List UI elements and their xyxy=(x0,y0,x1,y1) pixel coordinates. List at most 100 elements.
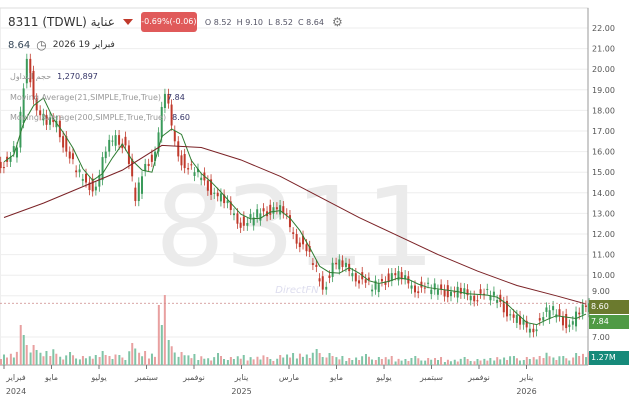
ma200-line xyxy=(3,144,587,305)
volume-bar xyxy=(163,295,166,365)
volume-bar xyxy=(59,356,62,365)
y-tick-label: 11.00 xyxy=(592,251,615,260)
y-tick-label: 13.00 xyxy=(592,209,615,218)
candle-body xyxy=(180,155,183,166)
volume-bar xyxy=(361,356,364,365)
volume-bar xyxy=(141,356,144,365)
volume-bar xyxy=(0,359,2,365)
volume-bar xyxy=(538,356,541,365)
volume-bar xyxy=(328,353,331,365)
ma1-axis-tag: 7.84 xyxy=(589,315,629,329)
candle-body xyxy=(0,161,2,169)
volume-bar xyxy=(272,361,275,365)
volume-bar xyxy=(424,360,427,365)
candle-body xyxy=(81,179,84,181)
volume-bar xyxy=(338,359,341,365)
volume-bar xyxy=(236,356,239,365)
volume-bar xyxy=(512,356,515,365)
header-row: 8311 (TDWL) عناية -0.69%(-0.06) O 8.52 H… xyxy=(8,12,343,32)
volume-bar xyxy=(476,359,479,365)
candle-body xyxy=(538,318,541,321)
volume-bar xyxy=(252,359,255,365)
volume-bar xyxy=(170,346,173,365)
volume-bar xyxy=(568,360,571,365)
candle-body xyxy=(565,313,568,329)
volume-bar xyxy=(311,352,314,365)
candle-body xyxy=(443,289,446,297)
candle-body xyxy=(417,291,420,294)
volume-bar xyxy=(3,354,5,365)
volume-bar xyxy=(69,352,72,365)
volume-bar xyxy=(91,358,94,365)
candle-body xyxy=(282,206,285,214)
candle-body xyxy=(252,217,255,226)
volume-bar xyxy=(173,352,176,365)
candle-body xyxy=(111,140,114,142)
ma1-legend: Moving Average(21,SIMPLE,True,True) 7.84 xyxy=(10,93,185,102)
candle-body xyxy=(68,151,71,159)
x-tick-label: يناير xyxy=(234,373,249,382)
candle-body xyxy=(449,291,452,297)
candle-body xyxy=(380,278,383,282)
volume-bar xyxy=(407,361,410,365)
volume-bar xyxy=(341,356,344,365)
volume-bar xyxy=(394,361,397,365)
volume-value: 1,270,897 xyxy=(57,72,98,81)
volume-bar xyxy=(453,359,456,365)
candle-body xyxy=(387,273,390,283)
candle-body xyxy=(499,294,502,302)
volume-bar xyxy=(55,353,58,365)
volume-bar xyxy=(509,356,512,365)
volume-bar xyxy=(108,356,111,365)
volume-bar xyxy=(295,358,298,365)
candle-body xyxy=(124,136,127,146)
candle-body xyxy=(325,286,328,290)
volume-bar xyxy=(167,340,170,365)
volume-bar xyxy=(45,351,48,365)
volume-bar xyxy=(387,359,390,365)
candle-body xyxy=(147,163,150,167)
candle-body xyxy=(558,309,561,317)
candle-body xyxy=(302,235,305,245)
volume-bar xyxy=(9,353,12,365)
volume-bar xyxy=(562,356,565,365)
volume-bar xyxy=(525,357,528,365)
volume-bar xyxy=(226,360,229,365)
candle-body xyxy=(548,310,551,319)
candle-body xyxy=(535,329,538,332)
x-tick-year: 2024 xyxy=(6,387,26,396)
volume-bar xyxy=(410,358,413,365)
candle-body xyxy=(12,146,15,152)
x-tick-label: مايو xyxy=(329,373,343,382)
candle-body xyxy=(341,260,344,267)
volume-bar xyxy=(75,358,78,365)
candle-body xyxy=(305,244,308,252)
volume-bar xyxy=(84,358,87,365)
x-tick-year: 2026 xyxy=(516,387,536,396)
volume-bar xyxy=(207,358,210,365)
y-tick-label: 18.00 xyxy=(592,106,615,115)
volume-bar xyxy=(6,357,8,365)
candle-body xyxy=(440,284,443,290)
candle-body xyxy=(509,314,512,316)
candle-body xyxy=(479,289,482,294)
volume-bar xyxy=(94,355,97,365)
volume-bar xyxy=(414,356,417,365)
volume-bar xyxy=(210,360,213,365)
candle-body xyxy=(94,186,97,191)
volume-bar xyxy=(292,353,295,365)
candle-body xyxy=(561,316,564,326)
candle-body xyxy=(134,187,137,202)
volume-bar xyxy=(585,357,587,365)
volume-bar xyxy=(315,349,318,365)
candle-body xyxy=(397,271,400,281)
y-tick-label: 22.00 xyxy=(592,24,615,33)
volume-bar xyxy=(266,357,269,365)
volume-bar xyxy=(321,357,324,365)
gear-icon[interactable]: ⚙ xyxy=(331,15,343,29)
price-row: 8.64 ◷ فبراير 19 2026 xyxy=(8,38,115,52)
volume-bar xyxy=(473,361,476,365)
candle-body xyxy=(568,324,571,328)
candle-body xyxy=(9,157,12,162)
